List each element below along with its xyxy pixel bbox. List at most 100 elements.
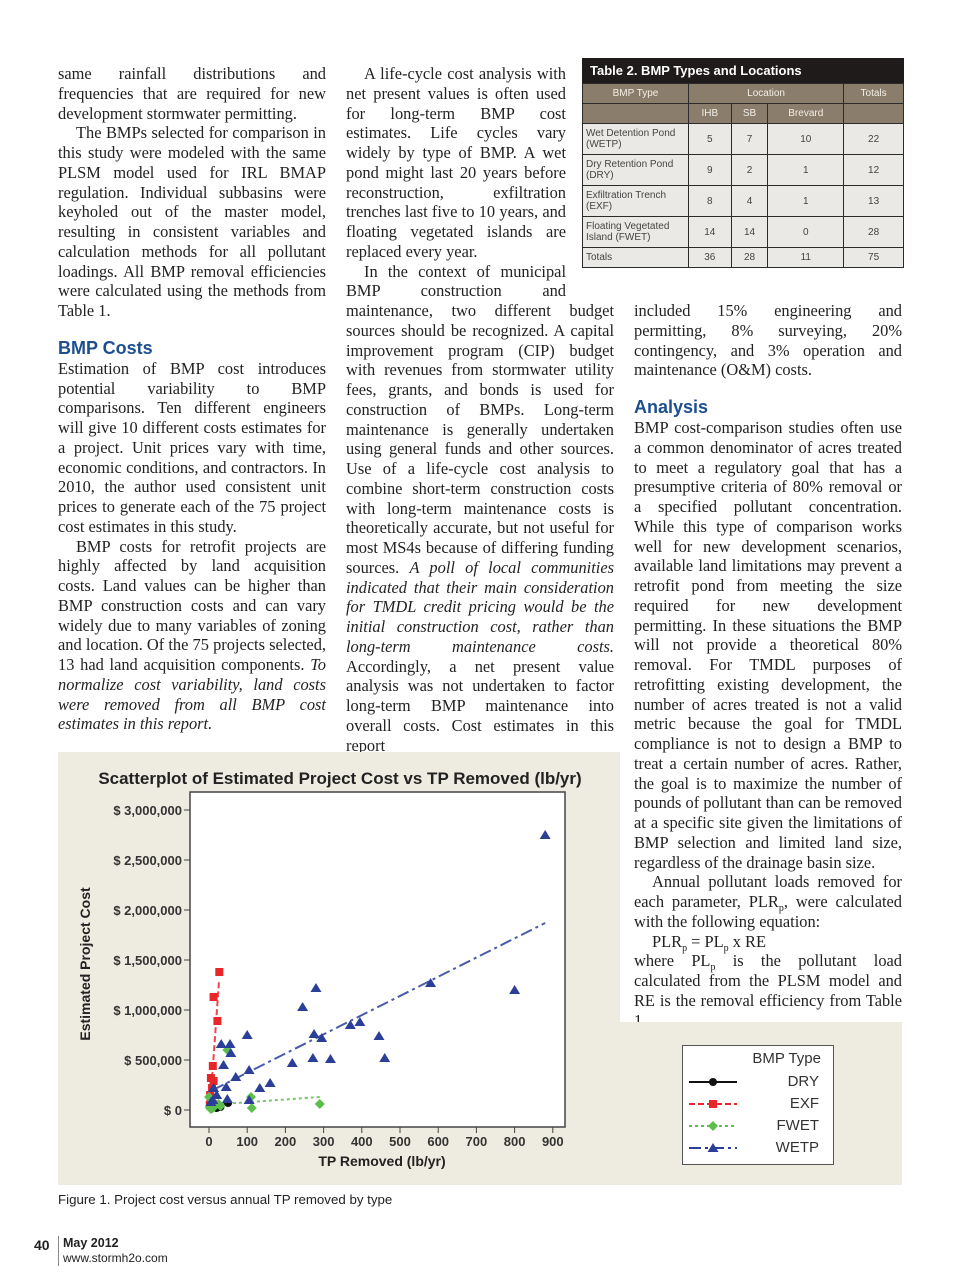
figure-caption: Figure 1. Project cost versus annual TP …: [58, 1192, 393, 1207]
legend-marker-triangle-icon: [707, 1143, 719, 1152]
data-table: BMP Type Location Totals IHB SB Brevard …: [582, 83, 904, 268]
cell: 0: [767, 216, 845, 248]
cell: 22: [843, 123, 904, 155]
cell: Exfiltration Trench (EXF): [582, 185, 689, 217]
header-sb: SB: [730, 103, 769, 124]
paragraph: The BMPs selected for comparison in this…: [58, 123, 326, 320]
x-tick-label: 300: [313, 1134, 335, 1149]
table-row: Dry Retention Pond (DRY) 9 2 1 12: [582, 154, 904, 186]
y-tick-label: $ 1,000,000: [113, 1003, 182, 1018]
y-tick-label: $ 2,500,000: [113, 853, 182, 868]
point-wetp: [243, 1095, 255, 1104]
point-exf: [215, 968, 224, 976]
plot-area: [189, 791, 566, 1128]
point-wetp: [509, 985, 521, 994]
x-tick-label: 500: [389, 1134, 411, 1149]
website-url: www.stormh2o.com: [63, 1251, 168, 1265]
legend-panel: BMP Type DRY EXF FWET WETP: [620, 1022, 902, 1185]
table-totals-row: Totals 36 28 11 75: [582, 247, 904, 268]
point-wetp: [218, 1060, 230, 1069]
legend-swatch: [689, 1143, 737, 1152]
x-tick-label: 100: [236, 1134, 258, 1149]
point-wetp: [310, 983, 322, 992]
cell: 4: [730, 185, 769, 217]
text: x RE: [728, 931, 766, 951]
text-column-2: A life-cycle cost analysis with net pres…: [346, 64, 614, 755]
legend-item-exf: EXF: [687, 1094, 827, 1114]
table-title: Table 2. BMP Types and Locations: [582, 58, 904, 83]
cell: 13: [843, 185, 904, 217]
point-wetp: [297, 1002, 309, 1011]
cell: 7: [730, 123, 769, 155]
paragraph: included 15% engineering and permitting,…: [634, 301, 902, 380]
table-row: Exfiltration Trench (EXF) 8 4 1 13: [582, 185, 904, 217]
cell: Totals: [582, 247, 689, 268]
cell: 28: [843, 216, 904, 248]
x-tick-label: 800: [504, 1134, 526, 1149]
point-wetp: [230, 1072, 242, 1081]
header-blank: [582, 103, 689, 124]
subscript: p: [682, 942, 688, 954]
paragraph: A life-cycle cost analysis with net pres…: [346, 64, 566, 261]
text: where PL: [634, 951, 711, 971]
y-axis-label: Estimated Project Cost: [77, 887, 93, 1041]
point-wetp: [354, 1017, 366, 1026]
point-exf: [208, 1062, 217, 1070]
point-wetp: [243, 1065, 255, 1074]
header-brevard: Brevard: [767, 103, 845, 124]
point-wetp: [373, 1031, 385, 1040]
subscript: p: [710, 962, 716, 974]
italic-text: A poll of local communities indicated th…: [346, 557, 614, 656]
paragraph: BMP costs for retrofit projects are high…: [58, 537, 326, 735]
cell: 10: [767, 123, 845, 155]
x-tick-label: 900: [542, 1134, 564, 1149]
legend-label: DRY: [787, 1073, 819, 1090]
paragraph-text: Accordingly, a net present value analysi…: [346, 656, 614, 755]
point-fwet: [246, 1103, 257, 1113]
point-wetp: [211, 1090, 223, 1099]
paragraph: Annual pollutant loads removed for each …: [634, 872, 902, 931]
section-heading-bmp-costs: BMP Costs: [58, 337, 153, 358]
point-wetp: [220, 1082, 232, 1091]
table-row: Wet Detention Pond (WETP) 5 7 10 22: [582, 123, 904, 155]
point-wetp: [221, 1094, 233, 1103]
point-wetp: [308, 1029, 320, 1038]
cell: 14: [730, 216, 769, 248]
cell: 9: [687, 154, 732, 186]
page-number: 40: [34, 1237, 50, 1253]
text: PLR: [652, 931, 683, 951]
point-wetp: [344, 1020, 356, 1029]
cell: 1: [767, 185, 845, 217]
chart-title: Scatterplot of Estimated Project Cost vs…: [98, 769, 581, 788]
paragraph: where PLp is the pollutant load calculat…: [634, 951, 902, 1030]
paragraph: In the context of municipal BMP construc…: [346, 262, 614, 756]
subscript: p: [778, 903, 784, 914]
y-axis: $ 0 $ 500,000 $ 1,000,000 $ 1,500,000 $ 2,00…: [113, 803, 190, 1118]
legend-title: BMP Type: [752, 1050, 821, 1067]
cell: 28: [730, 247, 769, 268]
point-wetp: [316, 1033, 328, 1042]
point-exf: [209, 1077, 218, 1085]
cell: 12: [843, 154, 904, 186]
point-exf: [209, 993, 218, 1001]
x-tick-label: 400: [351, 1134, 373, 1149]
paragraph: same rainfall distributions and frequenc…: [58, 64, 326, 123]
x-tick-label: 600: [427, 1134, 449, 1149]
point-wetp: [254, 1083, 266, 1092]
table-bmp-types: Table 2. BMP Types and Locations BMP Typ…: [582, 58, 904, 268]
cell: 5: [687, 123, 732, 155]
legend-swatch: [689, 1078, 737, 1086]
point-wetp: [225, 1048, 237, 1057]
legend-label: EXF: [789, 1095, 819, 1112]
section-heading-analysis: Analysis: [634, 397, 709, 417]
scatterplot: Scatterplot of Estimated Project Cost vs…: [77, 769, 582, 1169]
cell: Dry Retention Pond (DRY): [582, 154, 689, 186]
cell: 1: [767, 154, 845, 186]
x-tick-label: 200: [275, 1134, 297, 1149]
point-wetp: [264, 1078, 276, 1087]
cell: Floating Vegetated Island (FWET): [582, 216, 689, 248]
point-wetp: [324, 1054, 336, 1063]
text: Annual pollutant loads removed for each …: [634, 872, 902, 911]
paragraph-text: BMP costs for retrofit projects are high…: [58, 536, 326, 675]
